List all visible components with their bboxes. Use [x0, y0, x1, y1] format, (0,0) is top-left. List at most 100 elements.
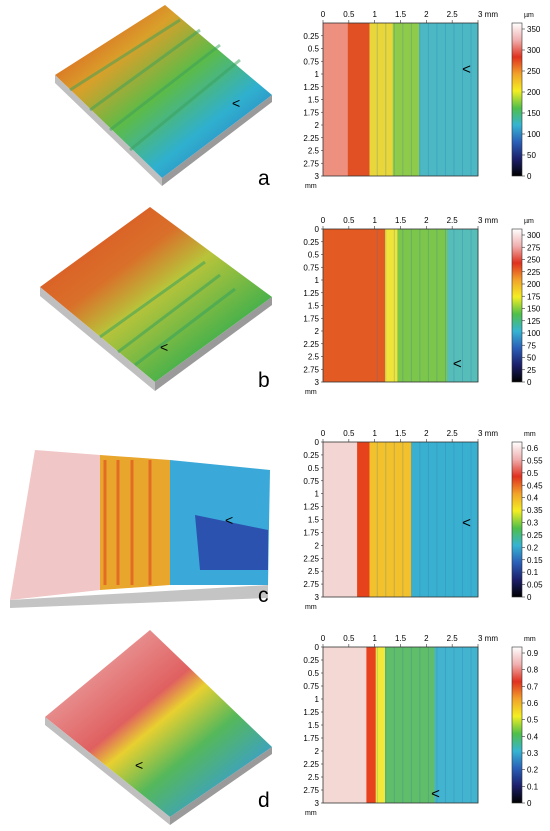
y-tick-label: 1.75: [303, 734, 319, 743]
y-tick-label: 3: [315, 799, 320, 808]
y-tick-label: 2.75: [303, 159, 319, 168]
colorbar-tick-label: 0.15: [527, 556, 543, 565]
x-tick-label: 2: [424, 429, 429, 438]
figure-panel-b: < b 0 0.5 1 1.5 2 2.5 3 mm 0 0.25 0.5 0.75 1 1.25 1.5…: [0, 207, 550, 411]
colorbar: [511, 22, 523, 177]
colorbar-tick-label: 0.8: [527, 666, 539, 675]
y-tick-label: 2.75: [303, 786, 319, 795]
x-tick-label: 1.5: [395, 634, 407, 643]
colorbar-tick-label: 275: [527, 243, 541, 252]
x-tick-label: 2: [424, 216, 429, 225]
y-tick-label: 2.25: [303, 760, 319, 769]
map-region-3: [411, 442, 479, 597]
y-tick-label: 0.75: [303, 263, 319, 272]
y-tick-label: 2.75: [303, 365, 319, 374]
y-tick-label: 0.25: [303, 32, 319, 41]
x-tick-label: 0: [321, 634, 326, 643]
colorbar-unit: mm: [524, 636, 536, 643]
colorbar-tick-label: 0: [527, 378, 532, 387]
x-tick-label: 3 mm: [478, 429, 498, 438]
colorbar-tick-label: 175: [527, 292, 541, 301]
x-tick-label: 2.5: [447, 216, 459, 225]
y-tick-label: 1: [315, 276, 320, 285]
colorbar-tick-label: 150: [527, 305, 541, 314]
y-tick-label: 2.5: [308, 567, 320, 576]
colorbar-tick-label: 125: [527, 317, 541, 326]
colorbar-tick-label: 0.6: [527, 699, 539, 708]
figure-panel-c: < c 0 0.5 1 1.5 2 2.5 3 mm 0 0.25 0.5 0.75 1 1.25 1.5…: [0, 420, 550, 620]
colorbar-tick-label: 100: [527, 329, 541, 338]
colorbar-tick-label: 0.1: [527, 782, 539, 791]
x-tick-label: 3 mm: [478, 10, 498, 19]
y-tick-label: 3: [315, 378, 320, 387]
y-tick-label: 0.25: [303, 238, 319, 247]
marker-3d-c: <: [225, 512, 233, 528]
map-region-0: [323, 647, 367, 803]
colorbar-tick-label: 0.1: [527, 568, 539, 577]
panel-label-b: b: [258, 369, 270, 392]
colorbar-tick-label: 0: [527, 172, 532, 181]
y-tick-label: 2.5: [308, 773, 320, 782]
colorbar: [511, 228, 523, 383]
y-tick-label: 1.25: [303, 503, 319, 512]
surface-3d-c: <: [10, 450, 270, 608]
x-tick-label: 0: [321, 429, 326, 438]
x-tick-label: 0: [321, 10, 326, 19]
colorbar-tick-label: 100: [527, 130, 541, 139]
y-tick-label: 1.75: [303, 314, 319, 323]
colorbar-tick-label: 300: [527, 46, 541, 55]
colorbar-tick-label: 0.55: [527, 456, 543, 465]
x-tick-label: 2: [424, 634, 429, 643]
y-tick-label: 0.5: [308, 464, 320, 473]
map-region-0: [323, 229, 386, 382]
x-tick-label: 2.5: [447, 10, 459, 19]
map-marker: <: [462, 515, 471, 532]
colorbar-tick-label: 300: [527, 231, 541, 240]
x-tick-label: 1.5: [395, 429, 407, 438]
colorbar-tick-label: 150: [527, 109, 541, 118]
colorbar-tick-label: 0.2: [527, 543, 539, 552]
y-tick-label: 0.5: [308, 669, 320, 678]
map-region-2: [369, 23, 394, 176]
colorbar-unit: µm: [524, 12, 534, 19]
map-marker: <: [453, 356, 462, 373]
x-tick-label: 0: [321, 216, 326, 225]
y-tick-label: 0.25: [303, 656, 319, 665]
y-tick-label: 0.75: [303, 682, 319, 691]
x-tick-label: 2.5: [447, 429, 459, 438]
map-region-2: [369, 442, 412, 597]
map-region-0: [323, 442, 358, 597]
colorbar-tick-label: 0.5: [527, 469, 539, 478]
x-tick-label: 3 mm: [478, 634, 498, 643]
colorbar-tick-label: 0.4: [527, 494, 539, 503]
y-tick-label: 2.75: [303, 580, 319, 589]
map-region-3: [392, 23, 420, 176]
colorbar-tick-label: 200: [527, 280, 541, 289]
x-tick-label: 1: [372, 429, 377, 438]
y-tick-label: 1.75: [303, 108, 319, 117]
colorbar-tick-label: 50: [527, 354, 536, 363]
map-region-4: [434, 647, 479, 803]
y-tick-label: 2.5: [308, 353, 320, 362]
y-tick-label: 0: [315, 225, 320, 234]
colorbar-tick-label: 50: [527, 151, 536, 160]
colorbar-tick-label: 0.45: [527, 481, 543, 490]
y-tick-label: 1: [315, 70, 320, 79]
y-tick-label: 1.5: [308, 302, 320, 311]
y-tick-label: 2.25: [303, 554, 319, 563]
x-tick-label: 0.5: [343, 634, 355, 643]
x-tick-label: 1: [372, 634, 377, 643]
colorbar-tick-label: 0.35: [527, 506, 543, 515]
map-region-1: [347, 23, 370, 176]
marker-3d-b: <: [160, 339, 168, 355]
y-tick-label: 2.25: [303, 134, 319, 143]
y-tick-label: 2: [315, 327, 320, 336]
y-tick-label: 1: [315, 695, 320, 704]
y-tick-label: 1.25: [303, 83, 319, 92]
colorbar-tick-label: 0.3: [527, 749, 539, 758]
panel-label-a: a: [258, 167, 270, 190]
y-tick-label: 0.75: [303, 477, 319, 486]
y-tick-label: 2: [315, 121, 320, 130]
surface-3d-d: <: [45, 630, 272, 825]
height-map-a: 0 0.5 1 1.5 2 2.5 3 mm 0.25 0.5 0.75 1 1.25 1.5 1.75 2…: [303, 10, 541, 190]
